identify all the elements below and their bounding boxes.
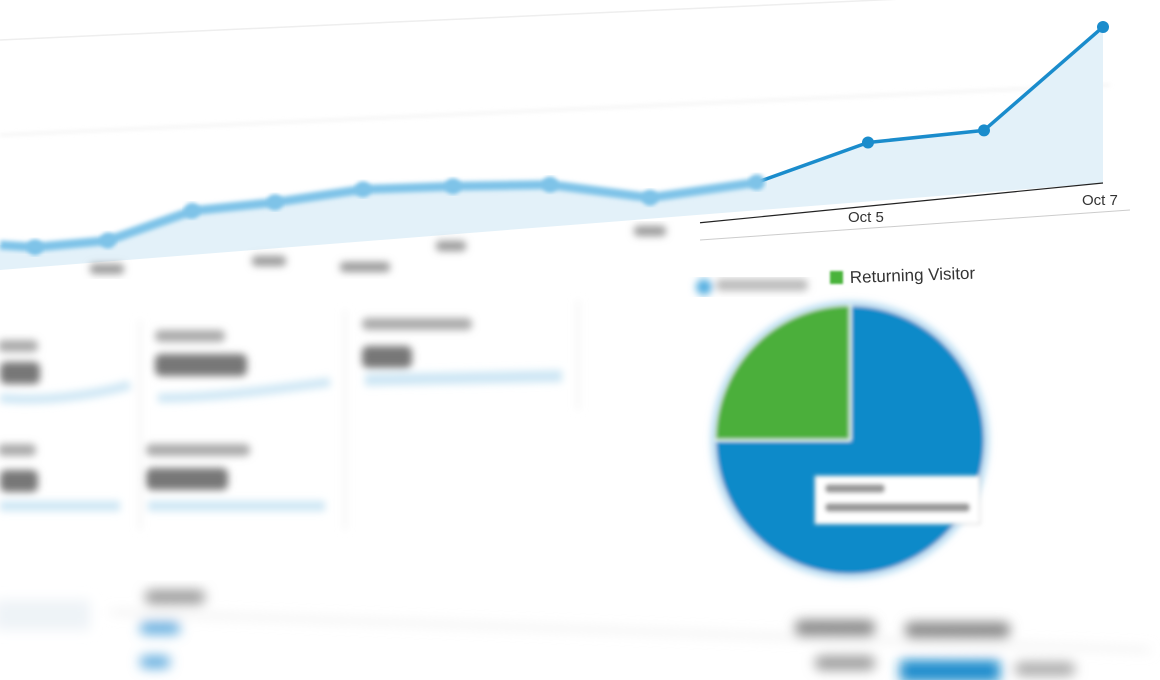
data-point[interactable] <box>749 174 765 191</box>
legend-swatch-returning <box>830 271 843 284</box>
metric-card <box>362 318 563 386</box>
data-point[interactable] <box>1097 20 1109 33</box>
data-point[interactable] <box>978 124 990 137</box>
x-tick-oct-5: Oct 5 <box>848 209 884 226</box>
data-point[interactable] <box>27 239 43 256</box>
data-point[interactable] <box>267 194 283 211</box>
sessions-line-chart <box>0 20 1109 271</box>
data-point[interactable] <box>445 178 461 195</box>
x-tick-oct-7: Oct 7 <box>1082 192 1118 209</box>
legend-label-returning-visitor: Returning Visitor <box>849 264 975 287</box>
pie-slice[interactable] <box>714 304 851 441</box>
series-line <box>756 25 1105 184</box>
metric-cards <box>0 300 580 530</box>
visitor-pie-chart <box>712 302 988 578</box>
metric-card <box>0 340 132 404</box>
data-point[interactable] <box>642 189 658 206</box>
pie-tooltip <box>814 475 981 525</box>
pie-legend: Returning Visitor <box>696 264 976 295</box>
data-point[interactable] <box>184 202 200 219</box>
data-point[interactable] <box>862 136 874 149</box>
gridlines <box>0 0 1111 136</box>
area-fill <box>0 26 1103 271</box>
metric-card <box>155 330 331 403</box>
data-point[interactable] <box>542 176 558 193</box>
data-point[interactable] <box>355 181 371 198</box>
series-line-blurred <box>0 177 758 252</box>
bottom-table <box>0 590 1151 680</box>
blurred-tick-labels <box>90 226 666 274</box>
axis-divider <box>699 209 1131 241</box>
data-point[interactable] <box>100 232 116 249</box>
metric-card <box>146 444 325 511</box>
legend-item-new-visitor <box>696 279 808 295</box>
metric-card <box>0 444 120 511</box>
x-axis <box>699 182 1104 224</box>
